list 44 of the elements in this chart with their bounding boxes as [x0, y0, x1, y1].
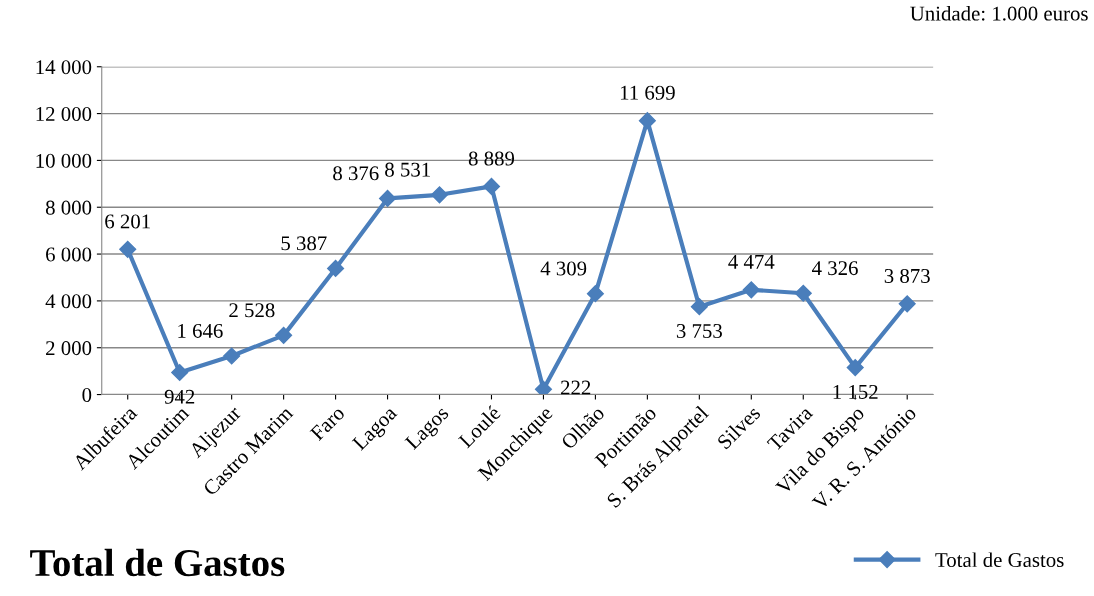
y-tick-label: 14 000 — [36, 60, 92, 75]
point — [742, 281, 760, 299]
data-label: 8 376 — [333, 166, 379, 181]
data-label: 4 474 — [728, 254, 775, 269]
x-tick-label: Faro — [309, 405, 346, 442]
data-label: 5 387 — [281, 236, 327, 251]
data-label: 8 889 — [468, 151, 515, 166]
point — [534, 380, 552, 395]
data-label: 6 201 — [105, 214, 150, 229]
data-label: 222 — [561, 380, 591, 395]
y-tick-label: 4 000 — [45, 294, 92, 309]
data-label: 1 152 — [833, 384, 878, 399]
text: Total de Gastos — [30, 548, 285, 577]
text: Unidade: 1.000 euros — [910, 5, 1088, 21]
point — [119, 240, 137, 258]
data-label: 1 646 — [178, 323, 223, 338]
point — [846, 359, 864, 377]
y-tick-label: 0 — [82, 387, 92, 402]
point — [275, 326, 293, 344]
y-tick-label: 10 000 — [36, 153, 92, 168]
legend-label: Total de Gastos — [935, 552, 1064, 568]
point — [482, 177, 501, 195]
point — [794, 284, 812, 302]
data-label: 8 531 — [385, 162, 430, 177]
point — [898, 295, 916, 313]
point — [430, 186, 449, 204]
data-label: 2 528 — [229, 303, 275, 318]
data-label: 3 873 — [884, 268, 930, 283]
data-label: 3 753 — [676, 324, 722, 339]
point — [171, 363, 189, 382]
y-tick-label: 2 000 — [46, 341, 92, 356]
point — [690, 298, 708, 316]
data-label: 11 699 — [620, 85, 675, 100]
data-label: 942 — [164, 389, 195, 404]
y-tick-label: 6 000 — [46, 247, 92, 262]
point — [223, 347, 241, 365]
y-tick-label: 8 000 — [45, 200, 92, 215]
data-label: 4 309 — [540, 261, 587, 276]
point — [327, 259, 345, 277]
point — [638, 112, 656, 130]
point — [586, 285, 604, 303]
point — [378, 189, 397, 207]
data-label: 4 326 — [812, 261, 858, 276]
y-tick-label: 12 000 — [36, 106, 92, 122]
